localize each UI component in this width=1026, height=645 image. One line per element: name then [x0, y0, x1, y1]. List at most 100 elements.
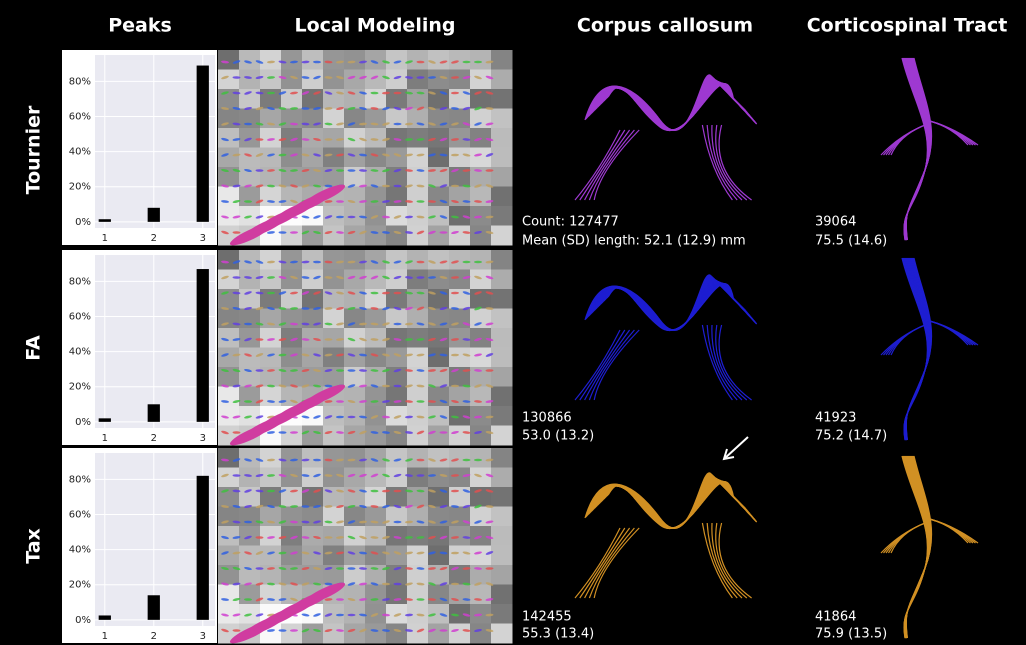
glyph	[405, 260, 413, 264]
glyph	[313, 91, 321, 95]
voxel	[428, 128, 450, 148]
y-tick-label: 60%	[69, 111, 91, 122]
y-tick-label: 80%	[69, 76, 91, 87]
glyph	[370, 582, 379, 586]
glyph	[232, 184, 241, 188]
glyph	[359, 369, 367, 372]
glyph	[382, 598, 390, 601]
voxel	[428, 506, 450, 527]
glyph	[313, 430, 321, 435]
glyph	[221, 551, 229, 555]
glyph	[244, 168, 252, 173]
voxel	[428, 308, 450, 329]
glyph	[416, 567, 425, 570]
glyph	[485, 353, 494, 357]
glyph	[221, 153, 229, 157]
glyph	[267, 260, 275, 264]
voxel	[449, 250, 471, 270]
glyph	[462, 369, 471, 372]
voxel	[281, 448, 303, 468]
glyph	[255, 613, 264, 617]
voxel	[365, 89, 387, 109]
glyph	[232, 260, 241, 264]
voxel	[470, 386, 492, 407]
voxel	[323, 604, 345, 624]
glyph	[428, 169, 436, 172]
streamline	[718, 124, 752, 201]
glyph	[255, 582, 264, 586]
glyph	[359, 200, 367, 203]
glyph	[301, 138, 310, 141]
glyph	[359, 489, 367, 493]
voxel	[218, 308, 240, 329]
glyph	[359, 322, 367, 326]
voxel	[302, 269, 324, 290]
voxel	[323, 50, 345, 70]
glyph	[439, 337, 448, 342]
glyph	[439, 322, 448, 326]
glyph	[324, 60, 333, 64]
glyph	[336, 551, 344, 555]
voxel	[260, 89, 282, 109]
glyph	[359, 137, 367, 142]
glyph	[416, 60, 425, 64]
glyph	[462, 489, 471, 493]
glyph	[232, 307, 241, 310]
voxel	[386, 269, 408, 290]
glyph	[393, 368, 402, 373]
voxel	[386, 425, 408, 446]
glyph	[439, 199, 448, 204]
voxel	[344, 487, 366, 507]
voxel	[449, 386, 471, 407]
voxel	[239, 545, 261, 566]
glyph	[451, 474, 459, 477]
glyph	[244, 107, 252, 110]
glyph	[416, 291, 425, 295]
glyph	[244, 368, 252, 373]
glyph	[244, 551, 252, 555]
glyph	[255, 489, 264, 493]
glyph	[451, 628, 459, 633]
glyph	[290, 199, 298, 204]
glyph	[405, 76, 413, 79]
voxel	[218, 147, 240, 168]
voxel	[323, 623, 345, 644]
glyph	[267, 536, 275, 539]
voxel	[407, 347, 429, 368]
glyph	[290, 597, 298, 602]
glyph	[428, 628, 436, 633]
voxel	[491, 186, 513, 207]
streamline	[584, 329, 631, 401]
voxel	[428, 147, 450, 168]
y-tick-label: 40%	[69, 545, 91, 556]
glyph	[393, 322, 402, 326]
glyph	[485, 322, 494, 326]
voxel	[470, 565, 492, 585]
glyph	[474, 415, 482, 419]
streamline	[905, 455, 933, 639]
voxel	[386, 386, 408, 407]
glyph	[267, 153, 275, 157]
glyph	[267, 458, 275, 462]
voxel	[218, 269, 240, 290]
glyph	[336, 458, 344, 462]
corticospinal-image	[880, 257, 979, 441]
glyph	[370, 369, 379, 372]
voxel	[302, 108, 324, 129]
glyph	[428, 184, 436, 188]
glyph	[324, 122, 333, 126]
glyph	[382, 400, 390, 403]
glyph	[451, 505, 459, 508]
glyph	[347, 384, 356, 388]
glyph	[290, 431, 298, 434]
stat-text: 75.9 (13.5)	[815, 627, 887, 642]
glyph	[405, 415, 413, 419]
glyph	[313, 60, 321, 64]
glyph	[313, 458, 321, 462]
glyph	[359, 400, 367, 403]
glyph	[405, 504, 413, 509]
glyph	[370, 91, 379, 95]
glyph	[416, 369, 425, 372]
glyph	[416, 536, 425, 539]
